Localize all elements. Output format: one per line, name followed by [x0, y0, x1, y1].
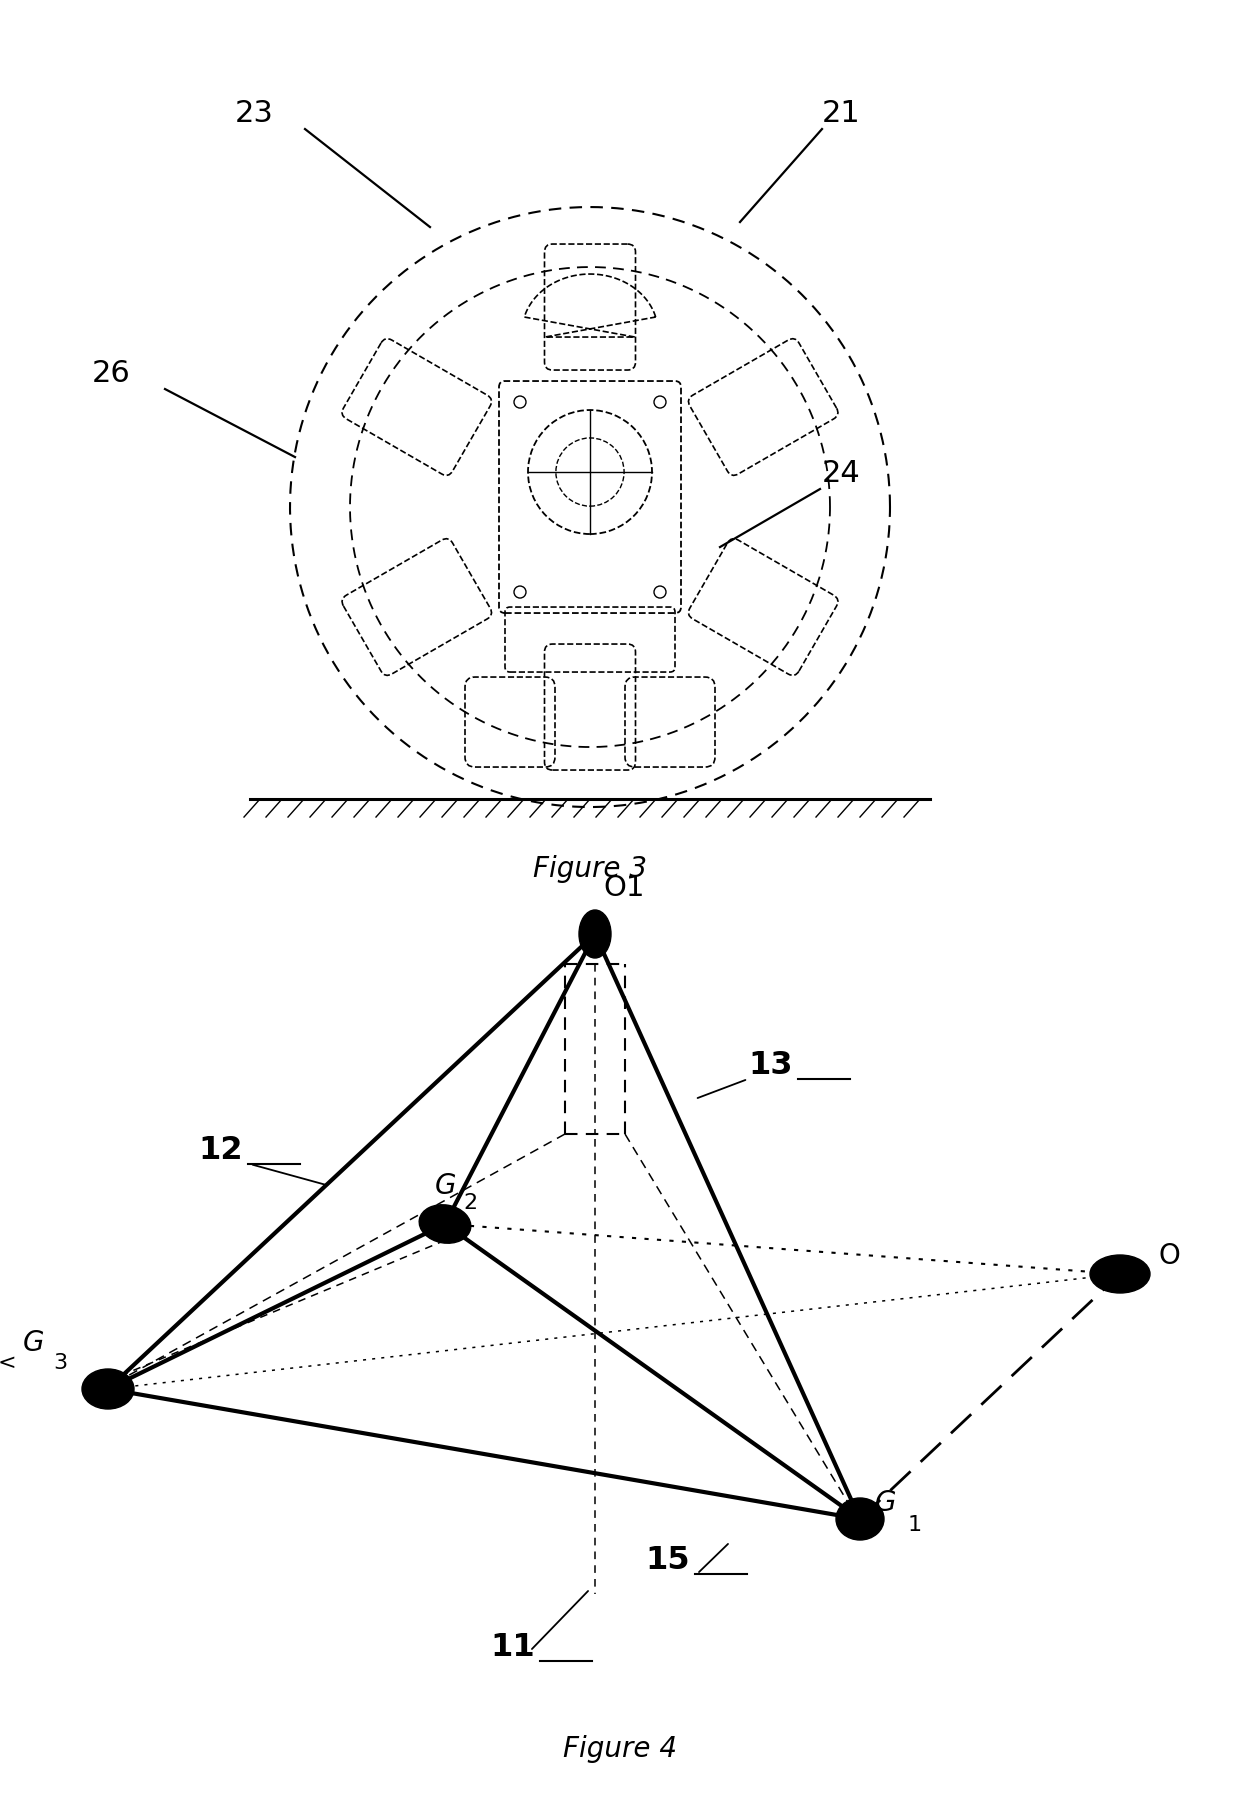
Ellipse shape — [579, 909, 611, 958]
Text: 13: 13 — [748, 1050, 792, 1081]
Text: 12: 12 — [198, 1135, 243, 1165]
Text: 2: 2 — [463, 1192, 477, 1212]
Text: G: G — [24, 1330, 45, 1357]
Text: 21: 21 — [822, 99, 861, 128]
Text: G: G — [435, 1173, 456, 1200]
Ellipse shape — [1090, 1256, 1149, 1293]
Text: G: G — [875, 1488, 897, 1517]
Text: Figure 4: Figure 4 — [563, 1735, 677, 1763]
Text: 26: 26 — [92, 359, 130, 388]
Ellipse shape — [419, 1205, 471, 1243]
Text: 23: 23 — [236, 99, 274, 128]
Text: O: O — [1158, 1241, 1179, 1270]
Text: <: < — [0, 1353, 16, 1373]
Text: 1: 1 — [908, 1515, 923, 1535]
Text: 3: 3 — [53, 1353, 67, 1373]
Ellipse shape — [836, 1497, 884, 1541]
Text: 24: 24 — [822, 458, 861, 489]
Text: 15: 15 — [645, 1544, 689, 1577]
Text: 11: 11 — [490, 1633, 534, 1663]
Ellipse shape — [82, 1369, 134, 1409]
Text: O1: O1 — [603, 873, 645, 902]
Text: Figure 3: Figure 3 — [533, 855, 647, 882]
